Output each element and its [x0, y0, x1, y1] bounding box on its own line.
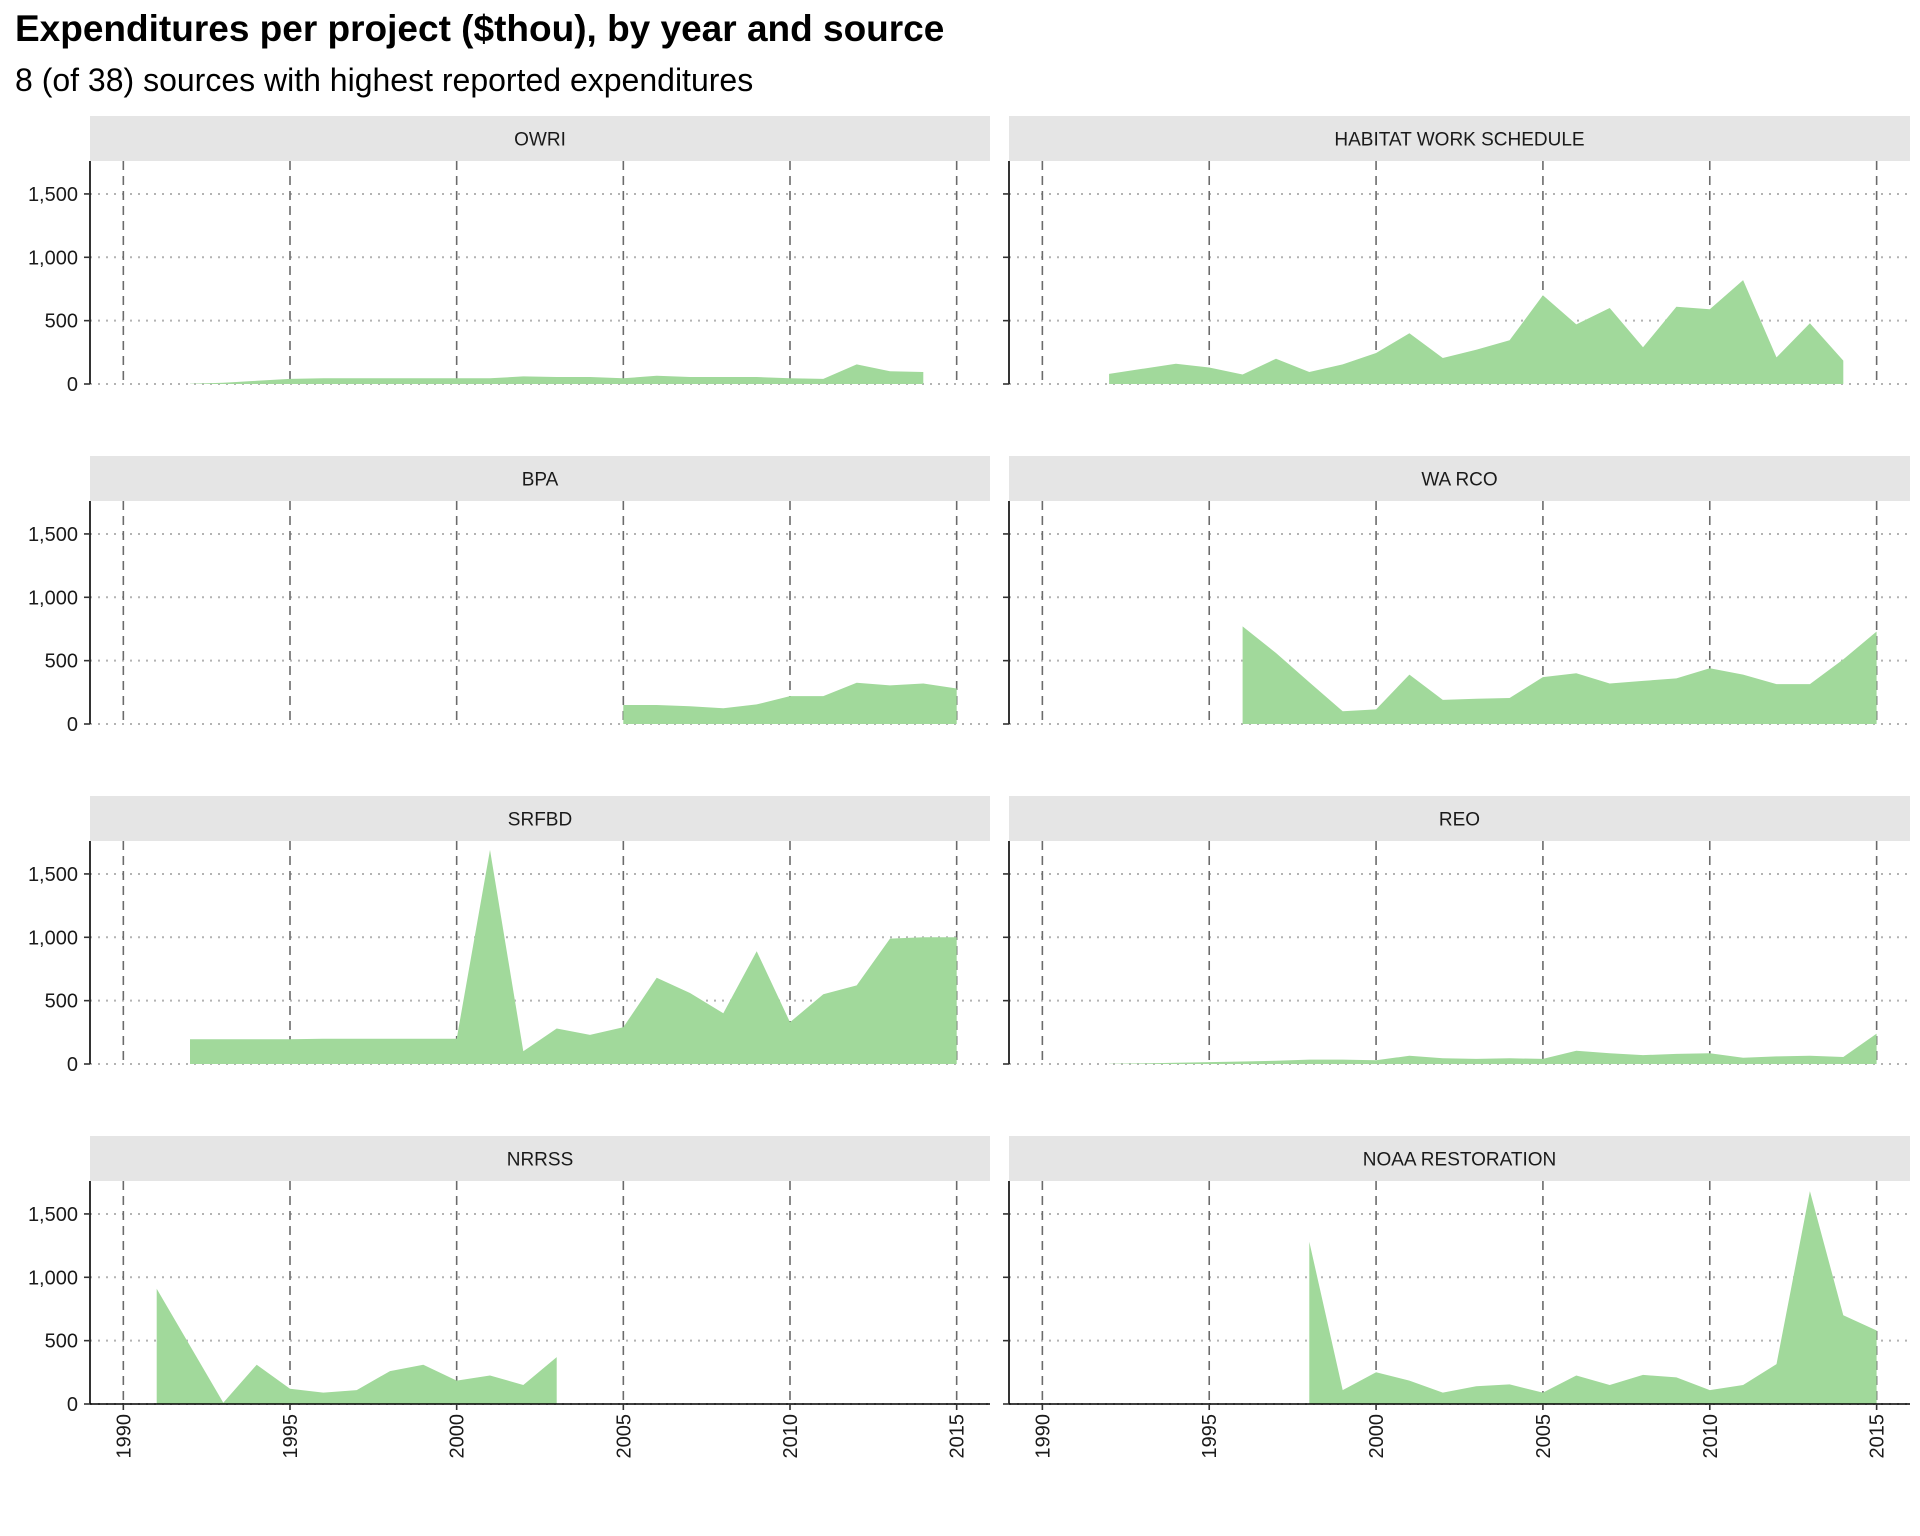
y-tick-label: 500 [45, 991, 78, 1013]
y-tick-label: 1,500 [28, 524, 78, 546]
panel-label: REO [1439, 810, 1480, 831]
panel-strip [1009, 1136, 1910, 1181]
y-tick-label: 500 [45, 1331, 78, 1353]
panel-label: SRFBD [508, 810, 572, 831]
y-tick-label: 1,000 [28, 1267, 78, 1289]
panel-strip [1009, 796, 1910, 841]
y-tick-label: 1,500 [28, 1204, 78, 1226]
panel-label: NRRSS [507, 1150, 574, 1171]
x-tick-label: 2005 [1533, 1414, 1555, 1459]
panel-label: WA RCO [1421, 470, 1497, 491]
y-tick-label: 0 [67, 1394, 78, 1416]
x-tick-label: 1990 [1032, 1414, 1054, 1459]
panel-strip [1009, 456, 1910, 501]
panel-label: NOAA RESTORATION [1363, 1150, 1557, 1171]
x-tick-label: 1995 [1199, 1414, 1221, 1459]
y-tick-label: 1,000 [28, 587, 78, 609]
y-tick-label: 0 [67, 1054, 78, 1076]
y-tick-label: 1,500 [28, 184, 78, 206]
area-series [190, 364, 924, 384]
x-tick-label: 2010 [780, 1414, 802, 1459]
y-tick-label: 1,000 [28, 247, 78, 269]
panel-srfbd: SRFBD 0 500 1,000 1,500 [28, 796, 990, 1076]
y-tick-label: 500 [45, 311, 78, 333]
y-tick-label: 1,000 [28, 927, 78, 949]
panel-label: HABITAT WORK SCHEDULE [1334, 130, 1584, 151]
area-series [1309, 1191, 1877, 1404]
panel-bpa: BPA 0 500 1,000 1,500 [28, 456, 990, 736]
chart-title: Expenditures per project ($thou), by yea… [15, 8, 945, 49]
area-series [623, 682, 957, 724]
y-tick-label: 0 [67, 374, 78, 396]
panel-strip [90, 116, 990, 161]
panel-wa-rco: WA RCO [1003, 456, 1910, 725]
x-tick-label: 2000 [447, 1414, 469, 1459]
panel-owri: OWRI 0 500 1,000 1,500 [28, 116, 990, 396]
y-tick-label: 0 [67, 714, 78, 736]
panel-strip [1009, 116, 1910, 161]
x-tick-label: 2000 [1366, 1414, 1388, 1459]
panel-habitat-work-schedule: HABITAT WORK SCHEDULE [1003, 116, 1910, 385]
area-series [1109, 280, 1844, 384]
x-tick-label: 2015 [947, 1414, 969, 1459]
x-tick-label: 2005 [613, 1414, 635, 1459]
x-tick-label: 2010 [1700, 1414, 1722, 1459]
area-series [190, 849, 957, 1064]
panel-label: BPA [522, 470, 559, 491]
panel-strip [90, 796, 990, 841]
panel-strip [90, 1136, 990, 1181]
panel-noaa-restoration: NOAA RESTORATION 1990 1995 2000 2005 2010 2015 [1003, 1136, 1910, 1459]
panel-nrrss: NRRSS 0 500 1,000 1,500 1990 1995 2000 2005 2010 2… [28, 1136, 990, 1459]
panel-reo: REO [1003, 796, 1910, 1065]
x-tick-label: 1995 [280, 1414, 302, 1459]
chart-subtitle: 8 (of 38) sources with highest reported … [15, 62, 754, 98]
x-tick-label: 1990 [113, 1414, 135, 1459]
area-series [1109, 1033, 1877, 1064]
area-series [156, 1288, 557, 1404]
y-tick-label: 1,500 [28, 864, 78, 886]
area-series [1242, 626, 1877, 724]
y-tick-label: 500 [45, 651, 78, 673]
panel-label: OWRI [514, 130, 566, 151]
x-tick-label: 2015 [1867, 1414, 1889, 1459]
panel-strip [90, 456, 990, 501]
